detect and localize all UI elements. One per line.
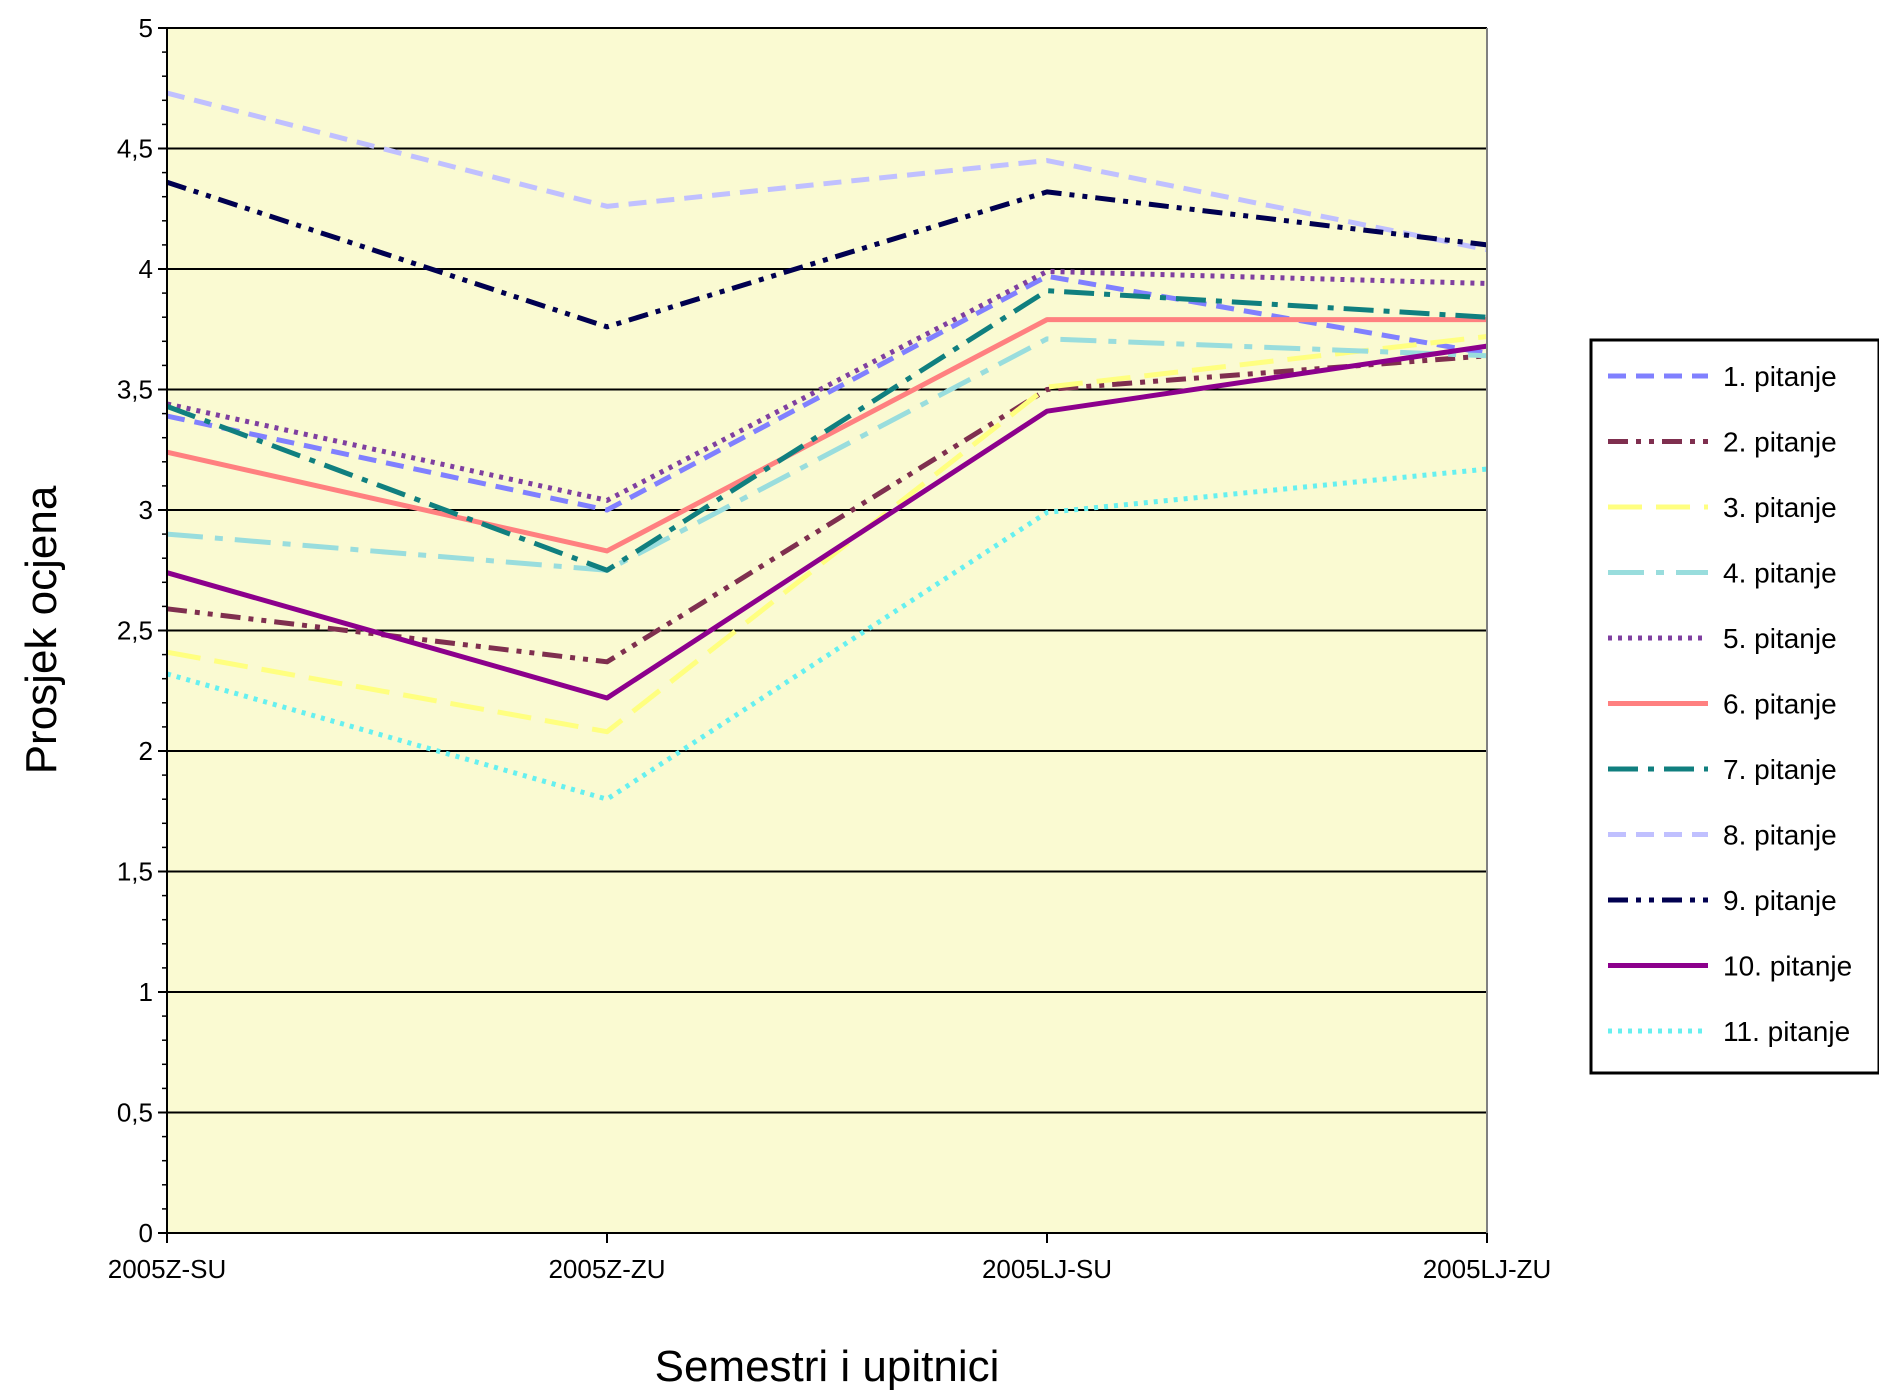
series-line-9 xyxy=(166,179,1488,330)
legend-label: 8. pitanje xyxy=(1723,820,1837,851)
y-tick-label: 4,5 xyxy=(117,134,153,164)
series-line-1 xyxy=(166,273,1488,513)
legend-label: 5. pitanje xyxy=(1723,623,1837,654)
y-tick-label: 3,5 xyxy=(117,375,153,405)
series-line-6 xyxy=(166,317,1487,554)
series-lines xyxy=(166,90,1488,802)
series-line-3 xyxy=(166,333,1488,735)
series-line-11 xyxy=(166,466,1488,802)
y-tick-label: 2,5 xyxy=(117,616,153,646)
y-axis-title: Prosjek ocjena xyxy=(17,485,66,774)
series-line-8 xyxy=(166,90,1488,253)
y-tick-label: 1 xyxy=(139,977,153,1007)
y-tick-label: 4 xyxy=(139,254,153,284)
legend-label: 7. pitanje xyxy=(1723,754,1837,785)
x-axis-ticks: 2005Z-SU 2005Z-ZU 2005LJ-SU 2005LJ-ZU xyxy=(108,1233,1552,1284)
y-axis-ticks: 0 0,5 1 1,5 2 2,5 3 3,5 4 4,5 5 xyxy=(117,13,167,1248)
legend-label: 11. pitanje xyxy=(1723,1016,1850,1047)
y-tick-label: 1,5 xyxy=(117,857,153,887)
series-line-10 xyxy=(166,343,1488,701)
x-tick-label: 2005Z-SU xyxy=(108,1254,227,1284)
legend-box xyxy=(1589,338,1879,1075)
y-tick-label: 5 xyxy=(139,13,153,43)
x-tick-label: 2005Z-ZU xyxy=(548,1254,665,1284)
y-tick-label: 2 xyxy=(139,736,153,766)
legend-label: 10. pitanje xyxy=(1723,951,1852,982)
x-tick-label: 2005LJ-SU xyxy=(982,1254,1112,1284)
x-tick-label: 2005LJ-ZU xyxy=(1423,1254,1552,1284)
legend-label: 1. pitanje xyxy=(1723,361,1837,392)
legend-label: 2. pitanje xyxy=(1723,427,1837,458)
legend: 1. pitanje 2. pitanje 3. pitanje 4. pitanje… xyxy=(1589,338,1879,1075)
y-tick-label: 0,5 xyxy=(117,1098,153,1128)
legend-label: 4. pitanje xyxy=(1723,558,1837,589)
legend-label: 3. pitanje xyxy=(1723,492,1837,523)
legend-label: 6. pitanje xyxy=(1723,689,1837,720)
legend-label: 9. pitanje xyxy=(1723,885,1837,916)
series-line-4 xyxy=(166,336,1488,573)
y-tick-label: 3 xyxy=(139,495,153,525)
x-axis-title: Semestri i upitnici xyxy=(655,1342,1000,1391)
series-line-7 xyxy=(166,288,1488,573)
y-tick-label: 0 xyxy=(139,1218,153,1248)
